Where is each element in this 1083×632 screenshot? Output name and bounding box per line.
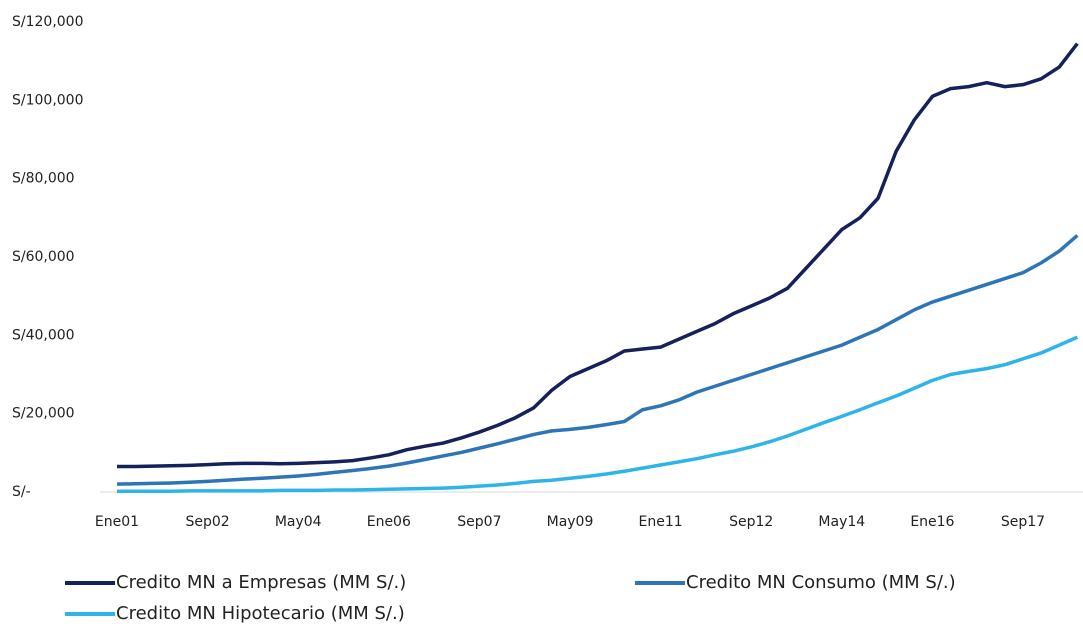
x-tick-label: Sep17	[1001, 514, 1045, 530]
x-tick-label: May04	[275, 514, 322, 530]
y-tick-label: S/40,000	[12, 327, 75, 343]
legend-label: Credito MN Hipotecario (MM S/.)	[116, 603, 405, 624]
x-tick-label: Ene06	[367, 514, 411, 530]
y-tick-label: S/80,000	[12, 171, 75, 187]
x-tick-label: May14	[818, 514, 865, 530]
x-tick-label: Ene16	[910, 514, 954, 530]
y-tick-label: S/20,000	[12, 406, 75, 422]
legend-label: Credito MN a Empresas (MM S/.)	[116, 572, 406, 593]
x-tick-label: Ene01	[95, 514, 139, 530]
y-tick-label: S/-	[12, 484, 31, 500]
x-tick-label: May09	[547, 514, 594, 530]
x-tick-label: Sep07	[457, 514, 501, 530]
y-tick-label: S/60,000	[12, 249, 75, 265]
legend-label: Credito MN Consumo (MM S/.)	[686, 572, 956, 593]
x-tick-label: Sep02	[185, 514, 229, 530]
x-tick-label: Sep12	[729, 514, 773, 530]
y-tick-label: S/120,000	[12, 14, 84, 30]
series-line	[116, 234, 1079, 486]
y-tick-label: S/100,000	[12, 92, 84, 108]
series-line	[117, 42, 1079, 469]
series-line	[117, 335, 1079, 493]
x-tick-label: Ene11	[639, 514, 683, 530]
